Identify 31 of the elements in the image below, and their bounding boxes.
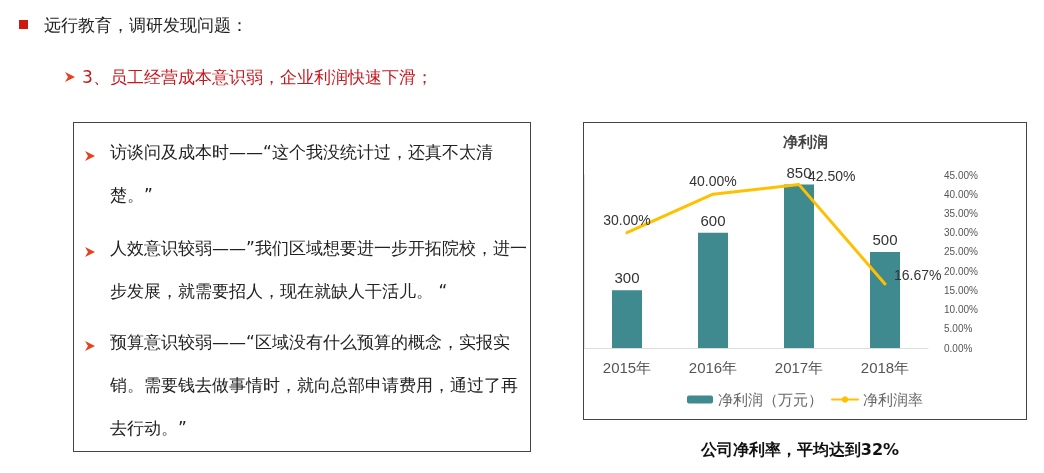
x-tick-label: 2016年 xyxy=(688,359,738,376)
y2-tick-label: 20.00% xyxy=(944,265,979,277)
legend-label: 净利润（万元） xyxy=(718,391,823,408)
y2-tick-label: 5.00% xyxy=(944,323,973,335)
text: 远行教育，调研发现问题： xyxy=(44,14,248,37)
x-tick-label: 2015年 xyxy=(602,359,652,376)
y2-tick-label: 10.00% xyxy=(944,304,979,316)
y2-tick-label: 30.00% xyxy=(944,227,979,239)
chart-title: 净利润 xyxy=(782,133,828,150)
text: 访谈问及成本时——“这个我没统计过，还真不太清楚。” xyxy=(110,142,493,205)
text: 人效意识较弱——”我们区域想要进一步开拓院校，进一步发展，就需要招人，现在就缺人干活儿。 “ xyxy=(110,238,527,301)
x-tick-label: 2017年 xyxy=(774,359,824,376)
data-label: 300 xyxy=(614,269,640,287)
data-label: 30.00% xyxy=(603,211,651,228)
data-label: 600 xyxy=(700,211,726,229)
text: 3、员工经营成本意识弱，企业利润快速下滑； xyxy=(82,67,433,87)
text: 公司净利率，平均达到32% xyxy=(699,440,901,461)
y2-tick-label: 0.00% xyxy=(944,342,973,354)
bar xyxy=(784,184,814,348)
data-label: 40.00% xyxy=(689,173,737,190)
data-label: 500 xyxy=(872,230,898,248)
y2-tick-label: 40.00% xyxy=(944,188,979,200)
y2-tick-label: 35.00% xyxy=(944,207,979,219)
text: 预算意识较弱——“区域没有什么预算的概念，实报实销。需要钱去做事情时，就向总部申请费用，通过了再去行动。” xyxy=(110,332,518,438)
y2-tick-label: 25.00% xyxy=(944,246,979,258)
bar xyxy=(612,290,642,348)
x-tick-label: 2018年 xyxy=(860,359,910,376)
y2-tick-label: 15.00% xyxy=(944,284,979,296)
legend-label: 净利润率 xyxy=(863,391,923,408)
bar xyxy=(698,232,728,348)
y2-tick-label: 45.00% xyxy=(944,169,979,181)
